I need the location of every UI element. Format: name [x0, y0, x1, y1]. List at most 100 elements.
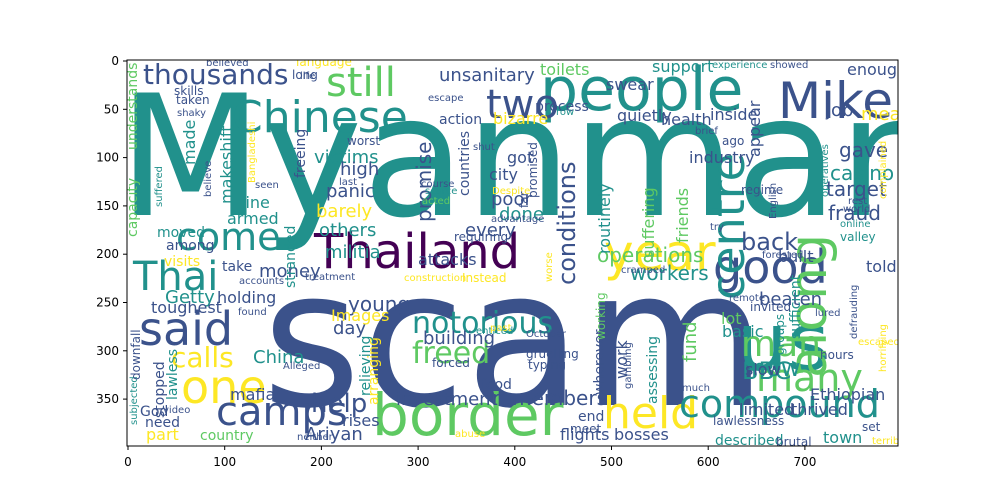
word-every: every	[465, 220, 516, 241]
word-hours: hours	[820, 348, 854, 362]
word-told: told	[866, 257, 897, 276]
word-understands: understands	[125, 63, 141, 150]
word-stranded: stranded	[283, 226, 299, 288]
word-back: back	[741, 228, 798, 256]
x-tick-label: 400	[503, 455, 526, 469]
word-border: border	[372, 381, 564, 449]
word-others: others	[319, 220, 376, 241]
word-poor: poor	[491, 189, 532, 210]
word-acted: acted	[422, 196, 450, 207]
word-casino: casino	[830, 161, 894, 185]
word-day: day	[333, 318, 366, 339]
x-tick-label: 600	[697, 455, 720, 469]
word-skills: skills	[174, 84, 203, 98]
word-done: done	[499, 204, 544, 225]
word-said: said	[139, 302, 233, 356]
word-freeing: freeing	[293, 129, 309, 178]
word-subjected: subjected	[129, 376, 140, 425]
word-unsanitary: unsanitary	[439, 65, 535, 86]
word-promised: promised	[526, 142, 540, 198]
word-showed: showed	[770, 60, 808, 71]
word-victims: victims	[314, 147, 379, 168]
word-scam: scam	[262, 229, 767, 450]
word-notorious: notorious	[412, 306, 553, 341]
word-far: far	[517, 191, 531, 208]
word-promise: promise	[412, 142, 436, 222]
word-country: country	[200, 428, 254, 444]
word-fraud: fraud	[828, 201, 881, 225]
word-enough: enough	[847, 60, 907, 79]
word-flights: flights	[560, 425, 609, 444]
word-rest: rest	[848, 196, 867, 207]
word-wherever: wherever	[592, 329, 608, 395]
word-young: young	[348, 292, 410, 316]
word-ethiopian: Ethiopian	[810, 385, 885, 404]
word-gambling: gambling	[623, 342, 634, 389]
word-stopped: stopped	[152, 361, 168, 418]
y-axis: 0 50 100 150 200 250 300 350	[96, 54, 127, 406]
word-operatives: operatives	[820, 144, 831, 197]
word-forested: forested	[762, 250, 803, 261]
word-freed: freed	[412, 336, 490, 371]
word-requiring: requiring	[454, 230, 508, 244]
word-worse: worse	[544, 252, 555, 282]
word-built: built	[778, 247, 813, 266]
word-brief: brief	[695, 126, 718, 137]
word-one: one	[181, 360, 267, 414]
word-experience: experience	[712, 60, 767, 71]
word-bosses: bosses	[614, 425, 669, 444]
word-last: last	[339, 177, 357, 188]
word-along: along	[779, 234, 839, 378]
word-held: held	[603, 388, 698, 439]
word-take: take	[222, 259, 252, 275]
word-end: end	[578, 409, 604, 425]
word-people: people	[540, 55, 743, 125]
word-appear: appear	[745, 100, 764, 157]
x-tick-label: 100	[213, 455, 236, 469]
word-health: health	[661, 110, 712, 129]
word-calls: calls	[171, 341, 234, 374]
word-online: online	[840, 219, 871, 230]
word-forced: forced	[432, 356, 470, 370]
word-high: high	[340, 159, 379, 180]
word-inside: inside	[710, 105, 757, 124]
word-defrauding: defrauding	[849, 285, 860, 339]
word-much: much	[682, 383, 710, 394]
word-help: help	[311, 389, 367, 419]
word-set: set	[862, 420, 881, 434]
word-long: long	[292, 68, 318, 82]
word-instead: Instead	[462, 271, 506, 285]
word-advantage: advantage	[491, 214, 544, 225]
word-fund: fund	[680, 321, 701, 362]
word-thrived: thrived	[791, 400, 848, 419]
word-shaky: shaky	[177, 108, 206, 119]
word-got: got	[507, 148, 533, 167]
word-swear: swear	[606, 75, 654, 94]
word-brutal: brutal	[776, 435, 812, 449]
word-routinely: routinely	[595, 183, 614, 254]
word-us: us	[737, 296, 829, 389]
word-beaten: beaten	[759, 289, 822, 310]
word-countries: countries	[457, 131, 473, 196]
word-world: world	[843, 204, 871, 215]
word-makeshift: makeshift	[217, 126, 236, 204]
word-valley: valley	[840, 230, 876, 244]
word-escaped: escaped	[858, 337, 900, 348]
word-toughest: toughest	[151, 298, 222, 317]
word-neither: neither	[297, 432, 334, 443]
y-tick-label: 0	[111, 54, 119, 68]
word-line: line	[241, 193, 270, 212]
word-invited: invited	[750, 300, 791, 314]
word-money: money	[259, 261, 321, 282]
word-toilets: toilets	[540, 60, 589, 79]
word-panic: panic	[326, 181, 375, 202]
word-work: work	[612, 340, 631, 379]
word-course: course	[421, 179, 454, 190]
word-basic: basic	[722, 322, 764, 341]
word-regime: regime	[741, 183, 783, 197]
word-cramped: cramped	[621, 265, 665, 276]
y-tick-label: 100	[96, 151, 119, 165]
word-found: found	[238, 307, 267, 318]
word-holding: holding	[217, 288, 276, 307]
